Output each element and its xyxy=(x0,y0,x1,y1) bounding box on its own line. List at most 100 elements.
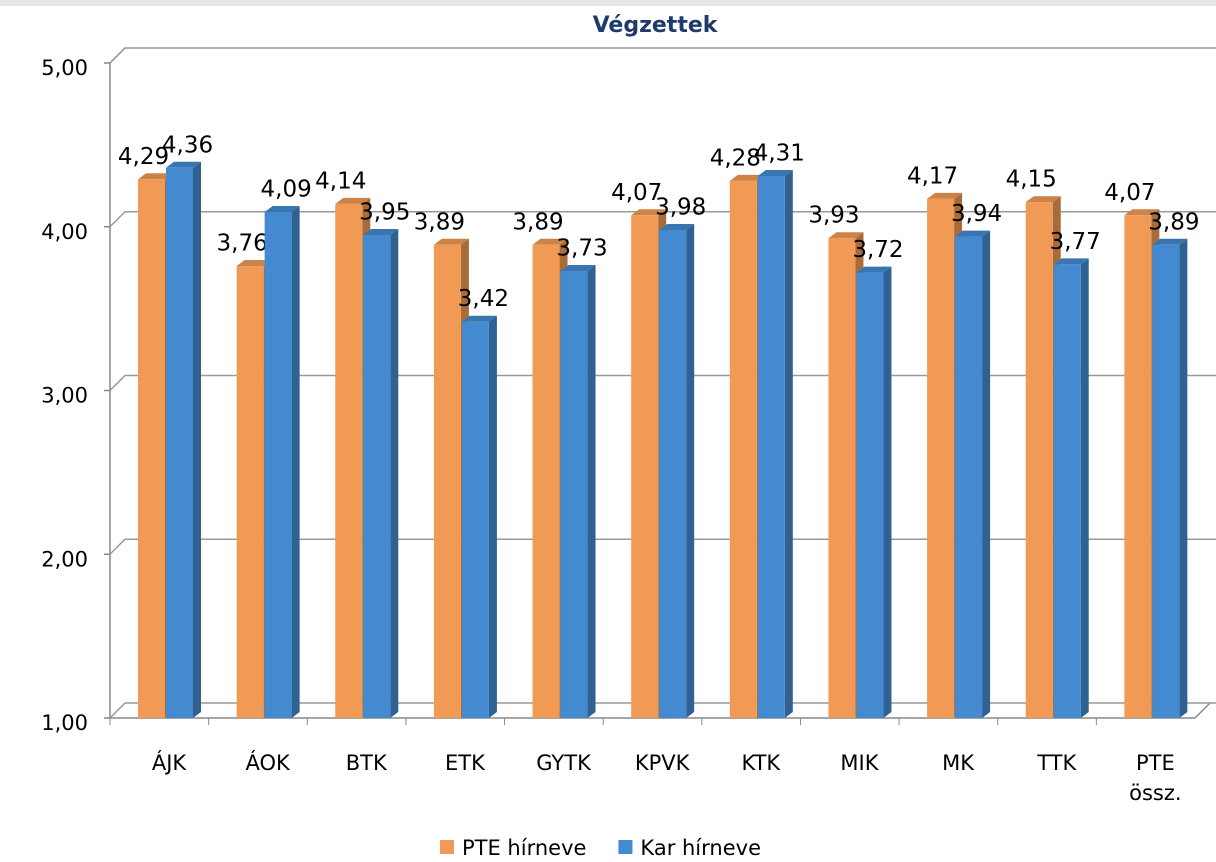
x-tick-label: MK xyxy=(942,751,975,775)
legend-swatch xyxy=(440,840,454,854)
value-label: 3,72 xyxy=(852,237,903,263)
bar-top xyxy=(729,174,765,181)
value-label: 3,73 xyxy=(556,235,607,261)
bar xyxy=(1152,244,1180,718)
grid-line xyxy=(109,211,1216,228)
y-tick-label: 2,00 xyxy=(41,547,88,571)
bar xyxy=(631,215,659,718)
bar-top xyxy=(659,224,695,231)
bar-top xyxy=(166,161,201,168)
value-label: 4,29 xyxy=(118,144,169,170)
x-tick-label: KTK xyxy=(741,751,781,775)
bar-side xyxy=(982,230,991,718)
x-tick-label: ETK xyxy=(444,751,485,775)
legend-label: PTE hírneve xyxy=(462,836,586,860)
bar xyxy=(433,244,461,718)
x-tick-label: PTE össz. xyxy=(1129,751,1182,805)
bar-side xyxy=(587,264,596,718)
bar xyxy=(828,238,856,718)
bar xyxy=(532,244,560,718)
bar xyxy=(729,180,757,718)
bar-side xyxy=(686,224,695,718)
bar-top xyxy=(560,264,596,271)
bar xyxy=(927,198,955,719)
bar-top xyxy=(363,228,399,235)
value-label: 4,14 xyxy=(315,168,366,194)
bar xyxy=(166,167,193,719)
value-label: 4,07 xyxy=(1104,180,1155,206)
y-tick-label: 4,00 xyxy=(41,220,88,244)
bar xyxy=(461,321,489,718)
bar-top xyxy=(138,173,173,180)
value-label: 3,98 xyxy=(655,195,706,221)
bar xyxy=(335,203,363,718)
bar xyxy=(264,212,292,718)
bar xyxy=(1025,202,1053,718)
value-label: 4,36 xyxy=(162,132,213,158)
bar-side xyxy=(784,169,793,719)
bar-side xyxy=(1080,258,1089,718)
value-label: 3,95 xyxy=(359,199,410,225)
bar xyxy=(1124,215,1152,718)
x-tick-label: ÁJK xyxy=(151,751,187,775)
bar-top xyxy=(955,230,991,237)
x-tick-label: GYTK xyxy=(536,751,591,775)
legend-swatch xyxy=(618,840,633,854)
value-label: 4,17 xyxy=(907,163,958,189)
x-tick-label: KPVK xyxy=(634,751,690,775)
bar xyxy=(757,175,785,719)
bar-side xyxy=(291,206,300,718)
bar-top xyxy=(631,209,667,216)
bar-top xyxy=(1053,258,1089,265)
bar xyxy=(363,234,391,718)
value-label: 4,31 xyxy=(754,140,805,166)
value-label: 3,93 xyxy=(808,203,859,229)
grid-line xyxy=(109,47,1216,64)
bar-top xyxy=(236,260,272,267)
value-label: 4,15 xyxy=(1006,167,1057,193)
bar-top xyxy=(1152,238,1188,245)
bar-top xyxy=(927,192,963,199)
bar-side xyxy=(193,161,201,719)
value-label: 3,42 xyxy=(458,286,509,312)
bar-top xyxy=(264,206,300,213)
legend-label: Kar hírneve xyxy=(640,836,761,860)
chart-title: Végzettek xyxy=(593,13,719,38)
x-tick-label: ÁOK xyxy=(245,751,290,775)
bar-top xyxy=(1025,196,1061,203)
value-label: 3,89 xyxy=(1148,209,1199,235)
bar xyxy=(955,236,983,718)
bar-top xyxy=(757,169,793,176)
value-label: 3,76 xyxy=(217,231,268,257)
bar xyxy=(659,230,687,718)
y-tick-label: 5,00 xyxy=(41,56,88,80)
bar-top xyxy=(335,197,371,204)
bar-top xyxy=(433,238,469,245)
value-label: 3,94 xyxy=(951,201,1002,227)
bar xyxy=(856,272,884,718)
bar-side xyxy=(1179,238,1188,718)
bar xyxy=(236,266,264,718)
bar-side xyxy=(883,266,892,718)
value-label: 4,28 xyxy=(710,145,761,171)
bar-top xyxy=(461,315,497,322)
bar-top xyxy=(1124,209,1160,216)
bar xyxy=(1053,264,1081,718)
value-label: 3,89 xyxy=(512,209,563,235)
bar-side xyxy=(488,315,497,718)
value-label: 3,89 xyxy=(414,209,465,235)
y-tick-label: 3,00 xyxy=(41,384,88,408)
value-label: 4,09 xyxy=(261,177,312,203)
top-band xyxy=(0,0,1216,6)
x-tick-label: TTK xyxy=(1037,751,1077,775)
x-tick-label: MIK xyxy=(840,751,879,775)
y-tick-label: 1,00 xyxy=(41,711,88,735)
bar xyxy=(138,179,165,718)
bar-top xyxy=(532,238,568,245)
bar-top xyxy=(856,266,892,273)
bar-top xyxy=(828,232,864,239)
bar-side xyxy=(390,228,399,718)
x-tick-label: BTK xyxy=(345,751,387,775)
